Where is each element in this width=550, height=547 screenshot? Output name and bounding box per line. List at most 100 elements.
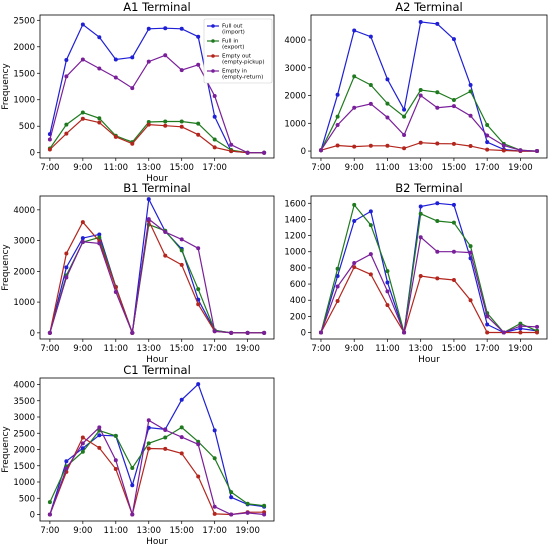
data-point-empty-in (47, 137, 52, 142)
data-point-empty-out (212, 511, 217, 516)
data-point-empty-in (47, 330, 52, 335)
data-point-full-out (212, 114, 217, 119)
data-point-full-in (163, 435, 168, 440)
y-tick-label: 2000 (13, 43, 35, 53)
data-point-empty-in (80, 239, 85, 244)
legend-marker-empty-out (211, 54, 215, 58)
data-point-full-in (146, 441, 151, 446)
subplot-0: A1 Terminal 7:00 9:00 11:00 13:00 15:00 17:00 0… (1, 0, 275, 184)
data-point-full-in (368, 223, 373, 228)
x-tick-label: 11:00 (375, 344, 400, 354)
data-point-full-out (352, 219, 357, 224)
data-point-empty-out (385, 303, 390, 308)
data-point-empty-in (318, 330, 323, 335)
data-point-empty-out (518, 330, 523, 335)
data-point-empty-in (229, 512, 234, 517)
x-tick-label: 19:00 (508, 344, 533, 354)
data-point-empty-in (418, 93, 423, 98)
data-point-empty-out (196, 302, 201, 307)
data-point-empty-in (97, 66, 102, 71)
data-point-full-in (196, 287, 201, 292)
data-point-empty-in (335, 284, 340, 289)
data-point-empty-in (451, 104, 456, 109)
chart-title: C1 Terminal (123, 363, 191, 377)
subplot-4: C1 Terminal 7:00 9:00 11:00 13:00 15:00 17:00 1… (1, 363, 275, 547)
data-point-empty-in (196, 246, 201, 251)
chart-title: A2 Terminal (395, 0, 462, 14)
data-point-empty-in (368, 101, 373, 106)
data-point-full-out (146, 26, 151, 31)
data-point-empty-out (80, 220, 85, 225)
data-point-empty-out (80, 435, 85, 440)
axes-frame (39, 377, 275, 522)
data-point-full-out (80, 236, 85, 241)
y-tick-label: 2000 (13, 267, 35, 277)
data-point-full-out (368, 34, 373, 39)
data-point-full-out (64, 58, 69, 63)
subplot-3: B2 Terminal 7:00 9:00 11:00 13:00 15:00 17:00 1… (284, 181, 548, 365)
series-line-full-in (49, 111, 265, 154)
data-point-empty-out (47, 147, 52, 152)
data-point-full-out (402, 107, 407, 112)
y-tick-label: 1400 (284, 215, 306, 225)
x-tick-label: 17:00 (202, 526, 227, 536)
data-point-full-out (385, 77, 390, 82)
series-line-full-out (49, 23, 265, 154)
data-point-full-out (130, 483, 135, 488)
data-point-empty-out (385, 143, 390, 148)
data-point-full-in (435, 219, 440, 224)
data-point-empty-out (435, 276, 440, 281)
x-tick-label: 13:00 (137, 163, 162, 173)
y-tick-label: 3500 (13, 397, 35, 407)
data-point-empty-in (245, 330, 250, 335)
data-point-empty-out (97, 120, 102, 125)
x-axis-label: Hour (146, 174, 168, 184)
data-point-full-in (80, 449, 85, 454)
data-point-full-out (451, 202, 456, 207)
x-tick-label: 7:00 (40, 526, 59, 536)
data-point-empty-in (179, 435, 184, 440)
data-point-full-out (418, 19, 423, 24)
y-tick-label: 0 (301, 147, 306, 157)
y-tick-label: 0 (301, 329, 306, 339)
data-point-full-out (212, 428, 217, 433)
y-tick-label: 4000 (13, 206, 35, 216)
data-point-full-in (80, 110, 85, 115)
series-line-empty-in (49, 217, 265, 336)
x-tick-label: 15:00 (169, 344, 194, 354)
data-point-empty-in (179, 237, 184, 242)
legend-label-full-out: Full out (import) (222, 24, 245, 36)
x-axis-label: Hour (146, 537, 168, 547)
data-point-empty-in (146, 418, 151, 423)
data-point-empty-in (435, 105, 440, 110)
y-tick-label: 2000 (284, 92, 306, 102)
y-tick-label: 1200 (284, 232, 306, 242)
y-tick-label: 0 (30, 329, 35, 339)
data-point-full-in (468, 244, 473, 249)
data-point-empty-in (335, 122, 340, 127)
data-point-empty-out (80, 116, 85, 121)
data-point-full-in (113, 433, 118, 438)
data-point-empty-in (97, 425, 102, 430)
x-tick-label: 13:00 (137, 526, 162, 536)
legend-label-full-in: Full in (export) (222, 39, 244, 51)
x-tick-label: 15:00 (169, 163, 194, 173)
y-tick-label: 0 (30, 149, 35, 159)
data-point-empty-in (64, 275, 69, 280)
data-point-empty-out (485, 147, 490, 152)
data-point-empty-out (163, 123, 168, 128)
x-tick-label: 11:00 (104, 344, 129, 354)
data-point-empty-out (64, 131, 69, 136)
data-point-empty-in (113, 289, 118, 294)
y-tick-label: 1000 (284, 248, 306, 258)
chart-title: A1 Terminal (123, 0, 190, 14)
y-tick-label: 3000 (13, 413, 35, 423)
y-tick-label: 600 (290, 280, 306, 290)
data-point-empty-in (64, 466, 69, 471)
data-point-full-in (212, 137, 217, 142)
x-tick-label: 17:00 (202, 344, 227, 354)
y-tick-label: 4000 (284, 36, 306, 46)
data-point-empty-out (335, 143, 340, 148)
series-line-full-in (49, 426, 265, 507)
